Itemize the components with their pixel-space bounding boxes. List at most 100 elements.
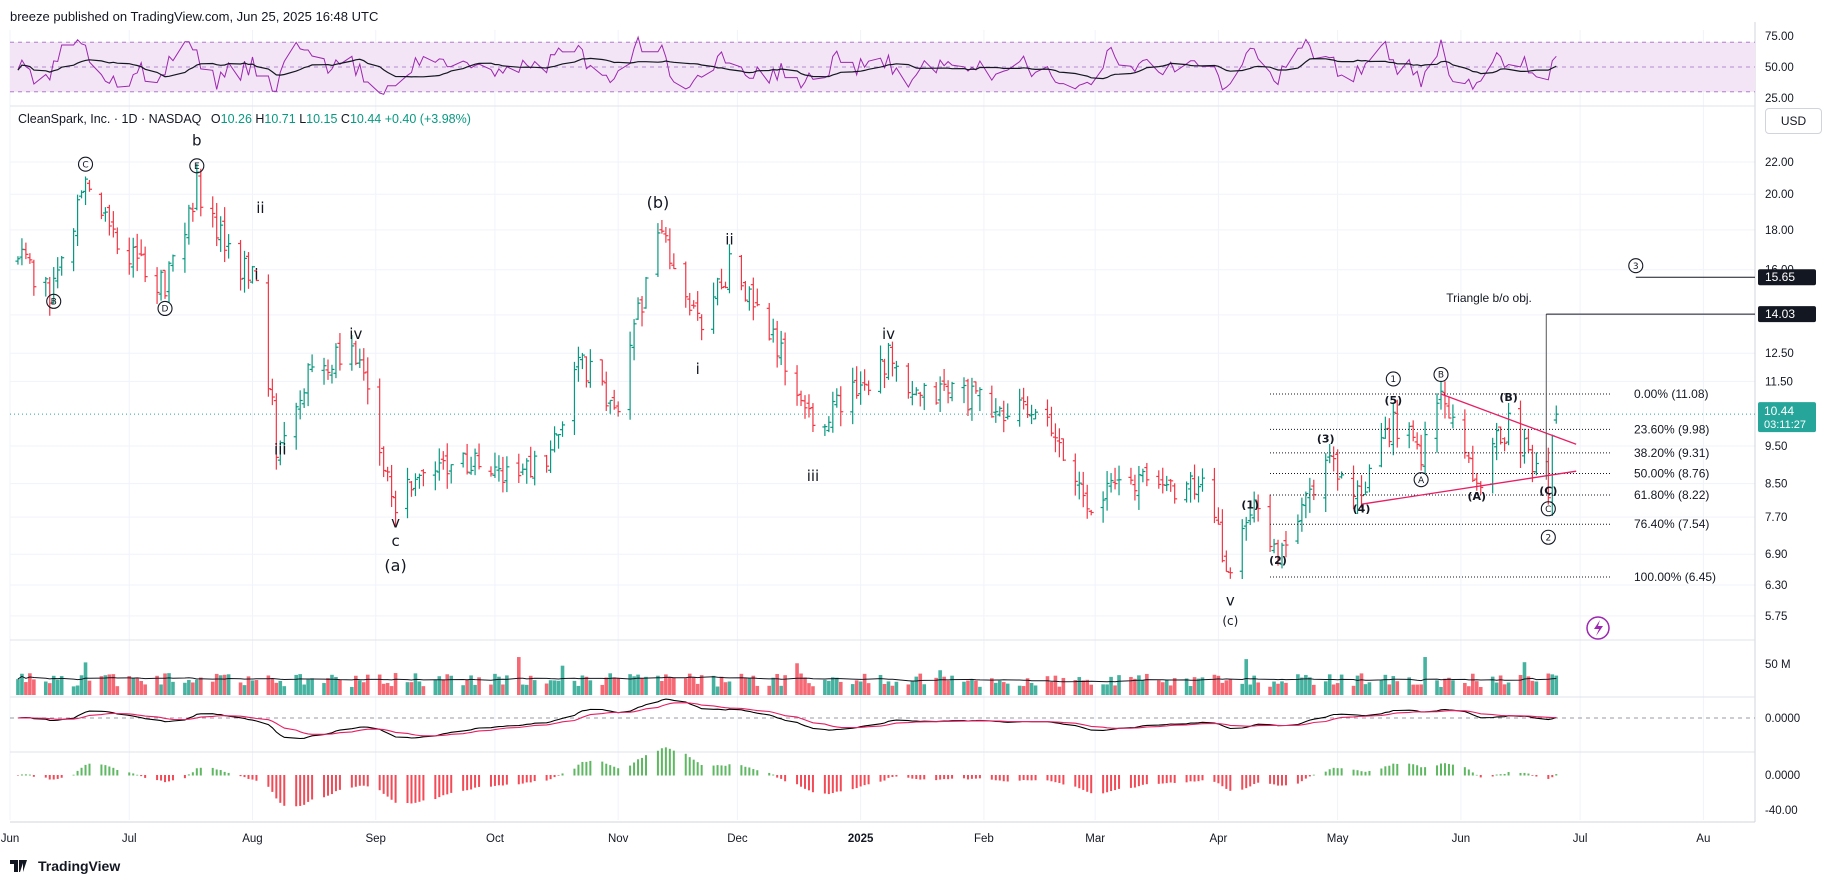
volume-bar bbox=[1117, 675, 1121, 695]
fib-level-label: 61.80% (8.22) bbox=[1634, 488, 1709, 502]
ohlc-bar bbox=[114, 227, 120, 255]
macd-histogram-bar bbox=[1436, 765, 1439, 776]
macd-histogram-bar bbox=[378, 775, 381, 791]
ohlc-bar bbox=[71, 228, 77, 272]
wave-label-text: (1) bbox=[1241, 498, 1259, 511]
macd-histogram-bar bbox=[1440, 763, 1442, 776]
ohlc-bar bbox=[381, 446, 387, 478]
volume-bar bbox=[1359, 673, 1364, 695]
macd-histogram-bar bbox=[283, 775, 286, 806]
ohlc-bar bbox=[1044, 399, 1050, 427]
ohlc-bar bbox=[468, 456, 474, 475]
volume-bar bbox=[131, 678, 136, 695]
macd-histogram-bar bbox=[581, 761, 584, 776]
volume-panel bbox=[16, 657, 1559, 695]
macd-histogram-bar bbox=[414, 775, 417, 803]
volume-bar bbox=[1256, 682, 1260, 695]
volume-bar bbox=[497, 676, 501, 695]
volume-bar bbox=[1228, 679, 1233, 695]
ohlc-bar bbox=[961, 377, 967, 404]
time-tick: 2025 bbox=[848, 833, 874, 845]
triangle-lower-line bbox=[1361, 470, 1577, 505]
macd-histogram-bar bbox=[1229, 775, 1232, 791]
macd-histogram-bar bbox=[195, 768, 198, 776]
volume-bar bbox=[1005, 683, 1010, 695]
macd-histogram-bar bbox=[923, 775, 926, 780]
wave-label-text: D bbox=[162, 305, 169, 315]
volume-bar bbox=[862, 673, 867, 695]
currency-button[interactable]: USD bbox=[1765, 108, 1822, 134]
ohlc-bar bbox=[1366, 464, 1372, 493]
macd-histogram-bar bbox=[1412, 764, 1415, 776]
ohlc-bar bbox=[933, 381, 939, 405]
macd-tick: 0.0000 bbox=[1765, 713, 1800, 725]
ohlc-bar bbox=[1239, 519, 1245, 580]
wave-label: b bbox=[192, 131, 202, 149]
volume-bar bbox=[966, 680, 970, 695]
volume-bar bbox=[306, 679, 310, 695]
wave-label-text: iii bbox=[807, 467, 820, 485]
macd-histogram-bar bbox=[1551, 775, 1554, 778]
ohlc-bar bbox=[1351, 465, 1357, 510]
macd-histogram-bar bbox=[211, 767, 214, 776]
ohlc-bar bbox=[98, 192, 104, 220]
volume-bar bbox=[393, 673, 398, 695]
last-price-value: 10.44 bbox=[1764, 404, 1794, 418]
volume-bar bbox=[1137, 675, 1141, 695]
volume-bar bbox=[695, 683, 700, 695]
wave-label: iv bbox=[349, 325, 362, 343]
volume-bar bbox=[266, 675, 271, 695]
ohlc-bar bbox=[1466, 451, 1472, 464]
macd-histogram-bar bbox=[227, 772, 230, 776]
signal-line bbox=[17, 702, 1557, 737]
ohlc-bar bbox=[134, 233, 140, 272]
ohlc-bar bbox=[1223, 550, 1229, 573]
ohlc-bar bbox=[1200, 468, 1205, 492]
ohlc-bar bbox=[1446, 396, 1452, 419]
ohlc-bar bbox=[838, 386, 844, 427]
ohlc-bar bbox=[238, 240, 244, 291]
volume-bar bbox=[1419, 684, 1423, 695]
ohlc-bar bbox=[965, 378, 971, 416]
volume-bar bbox=[1272, 681, 1276, 695]
volume-bar bbox=[524, 684, 529, 695]
volume-bar bbox=[1216, 675, 1221, 695]
volume-bar bbox=[155, 675, 159, 695]
ohlc-bar bbox=[1076, 471, 1082, 500]
ohlc-bar bbox=[1382, 416, 1388, 439]
ohlc-bar bbox=[1025, 396, 1031, 418]
ohlc-bar bbox=[1072, 453, 1078, 496]
macd-histogram-bar bbox=[605, 763, 608, 776]
ohlc-bar bbox=[1247, 503, 1253, 526]
volume-bar bbox=[1021, 686, 1026, 695]
price-tick: 11.50 bbox=[1765, 376, 1793, 388]
macd-histogram-bar bbox=[1006, 775, 1009, 782]
ohlc-bar bbox=[723, 281, 728, 289]
volume-bar bbox=[1168, 685, 1173, 695]
volume-bar bbox=[1534, 681, 1539, 695]
ohlc-bar bbox=[325, 359, 331, 380]
macd-histogram-bar bbox=[474, 775, 477, 788]
ohlc-bar bbox=[544, 454, 550, 473]
macd-histogram-bar bbox=[1217, 775, 1220, 784]
ohlc-bar bbox=[385, 466, 391, 482]
macd-histogram-bar bbox=[1245, 775, 1248, 789]
macd-histogram-bar bbox=[1304, 775, 1307, 779]
volume-bar bbox=[719, 676, 724, 695]
volume-bar bbox=[1391, 676, 1396, 695]
ohlc-bar bbox=[699, 314, 705, 341]
volume-bar bbox=[250, 680, 255, 695]
macd-histogram-bar bbox=[776, 775, 779, 778]
volume-bar bbox=[87, 680, 92, 695]
wave-label: 2 bbox=[1540, 529, 1556, 545]
macd-histogram-bar bbox=[585, 761, 588, 776]
volume-bar bbox=[47, 683, 52, 695]
volume-bar bbox=[1196, 678, 1201, 695]
macd-histogram-bar bbox=[1253, 775, 1256, 785]
macd-histogram-bar bbox=[108, 766, 111, 776]
volume-bar bbox=[723, 682, 728, 695]
symbol-name[interactable]: CleanSpark, Inc. · 1D · NASDAQ bbox=[18, 112, 202, 126]
volume-bar bbox=[640, 678, 644, 695]
volume-bar bbox=[572, 680, 577, 695]
